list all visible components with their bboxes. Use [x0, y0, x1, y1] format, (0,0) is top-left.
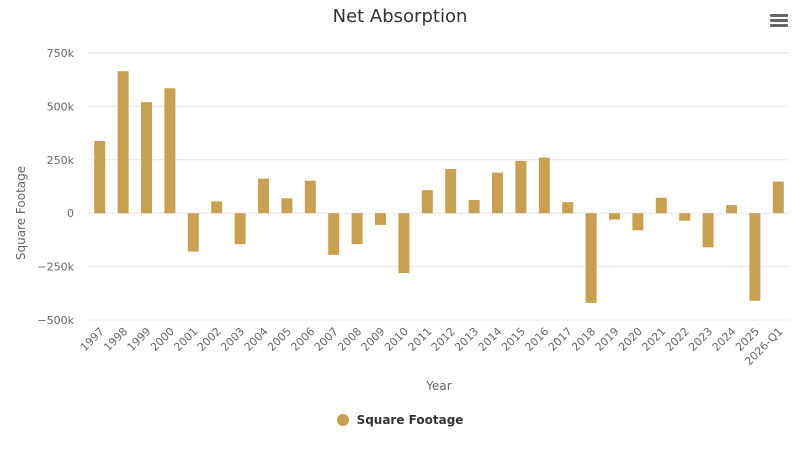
bar-2010[interactable] — [398, 213, 410, 274]
x-tick-label: 2013 — [452, 325, 481, 354]
bar-1997[interactable] — [94, 141, 106, 214]
x-tick-label: 2023 — [686, 325, 715, 354]
y-axis-ticks: 750k 500k 250k 0 −250k −500k — [37, 47, 74, 327]
x-axis-ticks: 1997199819992000200120022003200420052006… — [78, 325, 786, 368]
legend-item-square-footage[interactable]: Square Footage — [0, 413, 800, 427]
bar-2025[interactable] — [749, 213, 761, 301]
bar-2004[interactable] — [258, 178, 269, 214]
x-tick-label: 2010 — [382, 325, 411, 354]
x-tick-label: 2004 — [242, 325, 271, 354]
bar-2003[interactable] — [234, 213, 246, 245]
x-tick-label: 1997 — [78, 325, 107, 354]
bar-2007[interactable] — [328, 213, 340, 255]
bar-2017[interactable] — [562, 202, 574, 214]
x-tick-label: 2021 — [639, 325, 668, 354]
bar-2018[interactable] — [585, 213, 597, 303]
bar-1998[interactable] — [117, 71, 129, 214]
x-tick-label: 2017 — [546, 325, 575, 354]
x-tick-label: 2011 — [405, 325, 434, 354]
y-tick-label: 0 — [67, 207, 74, 220]
x-tick-label: 2014 — [476, 325, 505, 354]
x-tick-label: 2002 — [195, 325, 224, 354]
bars — [94, 71, 784, 303]
x-tick-label: 2007 — [312, 325, 341, 354]
bar-2024[interactable] — [726, 205, 737, 214]
x-tick-label: 2005 — [265, 325, 294, 354]
bar-2016[interactable] — [538, 157, 550, 214]
bar-2013[interactable] — [468, 199, 480, 214]
x-tick-label: 1999 — [125, 325, 154, 354]
hamburger-menu-icon[interactable] — [768, 12, 790, 32]
gridlines — [88, 52, 790, 321]
bar-2023[interactable] — [702, 213, 714, 248]
chart-title: Net Absorption — [332, 6, 468, 27]
bar-2020[interactable] — [632, 213, 644, 231]
x-tick-label: 2022 — [663, 325, 692, 354]
x-tick-label: 2015 — [499, 325, 528, 354]
y-tick-label: 750k — [47, 47, 75, 60]
y-tick-label: −250k — [37, 261, 74, 274]
bar-2002[interactable] — [211, 201, 223, 214]
bar-2006[interactable] — [304, 180, 316, 214]
x-tick-label: 2024 — [710, 325, 739, 354]
x-tick-label: 2009 — [359, 325, 388, 354]
legend-label: Square Footage — [356, 413, 464, 427]
x-tick-label: 2000 — [148, 325, 177, 354]
bar-2001[interactable] — [187, 213, 199, 252]
bar-1999[interactable] — [141, 102, 152, 214]
x-tick-label: 2012 — [429, 325, 458, 354]
bar-2021[interactable] — [655, 197, 667, 214]
bar-2012[interactable] — [445, 168, 457, 214]
y-tick-label: −500k — [37, 314, 74, 327]
y-axis-label: Square Footage — [14, 166, 28, 260]
bar-2000[interactable] — [164, 88, 176, 214]
legend-marker — [336, 414, 349, 426]
bar-2026-Q1[interactable] — [772, 181, 784, 214]
x-tick-label: 2016 — [522, 325, 551, 354]
x-tick-label: 2019 — [593, 325, 622, 354]
bar-2009[interactable] — [375, 213, 386, 225]
x-tick-label: 2018 — [569, 325, 598, 354]
x-tick-label: 2006 — [288, 325, 317, 354]
y-tick-label: 250k — [47, 154, 75, 167]
bar-2022[interactable] — [679, 213, 691, 221]
x-tick-label: 2008 — [335, 325, 364, 354]
y-tick-label: 500k — [47, 100, 75, 113]
bar-2008[interactable] — [351, 213, 363, 245]
bar-2019[interactable] — [609, 213, 620, 220]
x-axis-label: Year — [425, 379, 451, 393]
x-tick-label: 2020 — [616, 325, 645, 354]
bar-2015[interactable] — [515, 160, 527, 214]
bar-2005[interactable] — [281, 198, 293, 214]
x-tick-label: 2001 — [171, 325, 200, 354]
bar-2014[interactable] — [492, 172, 503, 214]
bar-2011[interactable] — [421, 190, 433, 214]
x-tick-label: 1998 — [101, 325, 130, 354]
x-tick-label: 2003 — [218, 325, 247, 354]
